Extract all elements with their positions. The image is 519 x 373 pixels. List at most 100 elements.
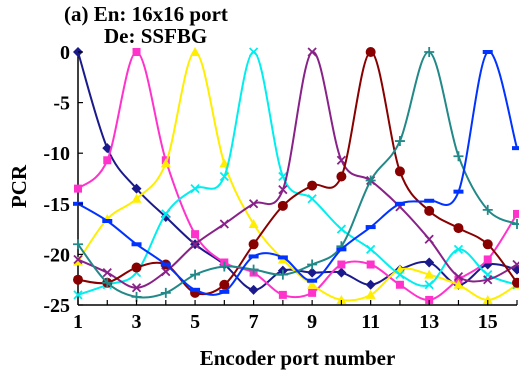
data-point-13 bbox=[424, 205, 435, 216]
data-point-6 bbox=[219, 219, 229, 229]
data-point-2 bbox=[102, 267, 112, 278]
data-point-7 bbox=[248, 284, 259, 295]
data-point-6 bbox=[219, 171, 229, 182]
series-line-3 bbox=[77, 50, 518, 302]
data-point-10 bbox=[336, 294, 347, 304]
x-tick-label: 11 bbox=[361, 311, 380, 333]
data-point-16 bbox=[513, 209, 519, 218]
data-point-15 bbox=[482, 50, 493, 54]
x-tick-label: 9 bbox=[307, 311, 317, 333]
data-point-12 bbox=[395, 280, 404, 289]
series-7 bbox=[73, 47, 519, 302]
data-point-3 bbox=[132, 48, 141, 56]
data-point-9 bbox=[308, 288, 317, 297]
data-point-5 bbox=[191, 230, 200, 239]
chart-title-line-2: De: SSFBG bbox=[104, 24, 208, 48]
y-tick-label: -5 bbox=[53, 93, 70, 115]
y-tick-label: -15 bbox=[43, 194, 70, 216]
data-point-9 bbox=[307, 194, 317, 204]
data-point-9 bbox=[307, 267, 318, 278]
data-point-16 bbox=[512, 219, 519, 230]
data-point-3 bbox=[131, 193, 142, 203]
data-point-13 bbox=[424, 47, 435, 57]
data-point-16 bbox=[512, 277, 519, 288]
x-tick-label: 5 bbox=[190, 311, 200, 333]
data-point-1 bbox=[73, 239, 83, 250]
data-point-4 bbox=[160, 158, 171, 168]
x-tick-label: 15 bbox=[478, 311, 498, 333]
data-point-10 bbox=[336, 224, 347, 234]
data-point-4 bbox=[160, 262, 171, 267]
data-point-15 bbox=[482, 239, 493, 250]
data-point-14 bbox=[453, 223, 464, 234]
data-point-11 bbox=[366, 260, 375, 269]
data-point-2 bbox=[103, 156, 112, 165]
data-point-14 bbox=[453, 279, 464, 289]
data-point-5 bbox=[190, 47, 201, 56]
x-axis-label: Encoder port number bbox=[200, 346, 396, 370]
data-point-16 bbox=[512, 259, 519, 270]
data-point-4 bbox=[161, 209, 171, 219]
data-point-14 bbox=[453, 151, 464, 162]
data-point-9 bbox=[307, 259, 318, 270]
data-point-1 bbox=[74, 184, 82, 193]
data-point-13 bbox=[424, 234, 434, 244]
series-layer bbox=[73, 47, 519, 304]
data-point-1 bbox=[73, 274, 83, 285]
data-point-11 bbox=[365, 175, 376, 186]
data-point-8 bbox=[277, 255, 288, 260]
data-point-6 bbox=[219, 289, 230, 294]
y-tick-label: -25 bbox=[43, 295, 70, 317]
data-point-10 bbox=[336, 155, 347, 165]
series-8 bbox=[73, 50, 519, 296]
data-point-8 bbox=[278, 290, 287, 299]
data-point-4 bbox=[161, 266, 171, 277]
data-point-13 bbox=[424, 198, 435, 203]
data-point-13 bbox=[424, 280, 434, 290]
data-point-10 bbox=[336, 267, 347, 278]
data-point-14 bbox=[453, 189, 464, 194]
data-point-9 bbox=[307, 47, 317, 57]
series-line-2 bbox=[77, 50, 518, 301]
data-point-12 bbox=[394, 201, 405, 206]
data-point-7 bbox=[248, 239, 259, 250]
data-point-8 bbox=[278, 184, 288, 195]
data-point-8 bbox=[277, 200, 288, 211]
data-point-3 bbox=[131, 262, 142, 273]
x-tick-label: 1 bbox=[73, 311, 83, 333]
series-3 bbox=[73, 47, 519, 304]
y-tick-label: 0 bbox=[60, 42, 70, 64]
series-6 bbox=[73, 47, 519, 298]
data-point-7 bbox=[248, 219, 259, 229]
y-tick-label: -20 bbox=[43, 244, 70, 266]
data-point-15 bbox=[482, 294, 493, 304]
data-point-4 bbox=[160, 287, 171, 298]
series-line-4 bbox=[77, 50, 518, 296]
data-point-9 bbox=[307, 180, 318, 191]
data-point-3 bbox=[131, 283, 142, 293]
data-point-7 bbox=[248, 254, 259, 259]
data-point-3 bbox=[131, 183, 142, 194]
series-1 bbox=[73, 47, 519, 295]
data-point-5 bbox=[190, 269, 201, 280]
data-point-13 bbox=[424, 269, 435, 279]
data-point-12 bbox=[394, 166, 405, 177]
data-point-15 bbox=[483, 255, 492, 264]
data-point-13 bbox=[424, 257, 435, 268]
data-point-3 bbox=[131, 242, 142, 247]
data-point-13 bbox=[425, 295, 434, 304]
data-point-10 bbox=[336, 171, 347, 182]
data-point-10 bbox=[337, 260, 346, 269]
data-point-9 bbox=[307, 278, 318, 283]
data-point-6 bbox=[219, 279, 230, 290]
data-point-14 bbox=[453, 272, 464, 282]
data-point-6 bbox=[219, 261, 230, 272]
data-point-11 bbox=[366, 244, 376, 254]
tick-labels: 0-5-10-15-20-251 3 5 7 9 11 13 15 bbox=[43, 42, 518, 333]
y-axis-label: PCR bbox=[7, 164, 31, 208]
data-point-15 bbox=[482, 204, 493, 215]
data-point-14 bbox=[453, 244, 464, 254]
x-tick-label: 7 bbox=[249, 311, 259, 333]
data-point-10 bbox=[336, 247, 347, 252]
